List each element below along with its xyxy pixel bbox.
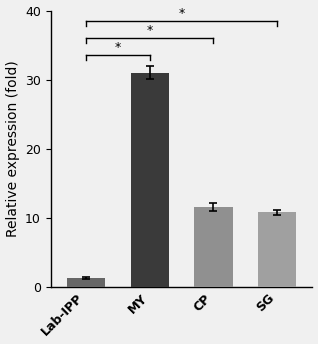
Text: *: * <box>147 24 153 37</box>
Bar <box>194 207 233 287</box>
Y-axis label: Relative expression (fold): Relative expression (fold) <box>5 60 19 237</box>
Bar <box>130 73 169 287</box>
Bar <box>67 278 105 287</box>
Text: *: * <box>114 41 121 54</box>
Bar <box>258 212 296 287</box>
Text: *: * <box>178 7 185 20</box>
